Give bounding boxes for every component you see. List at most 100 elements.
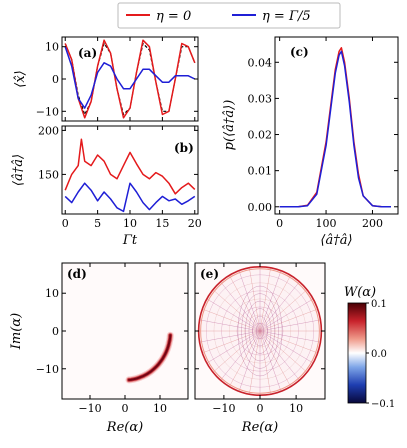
x-tick-label-d: 0 bbox=[122, 402, 129, 415]
panel-label-d: (d) bbox=[67, 267, 87, 281]
ring-spoke-32 bbox=[259, 330, 308, 373]
ring-spoke-25 bbox=[238, 330, 261, 392]
ring-spoke-17 bbox=[199, 319, 261, 332]
x-axis-label-e: Re(α) bbox=[241, 420, 278, 435]
ring-spoke-31 bbox=[259, 330, 300, 381]
ring-fringe-5 bbox=[241, 293, 279, 369]
panel-c: 0 100 200 0.00 0.01 0.02 0.03 0.04 (c) p(⟨â†â⟩) ⟨â… bbox=[222, 36, 399, 248]
x-tick-label-b: 20 bbox=[188, 217, 202, 230]
crescent-band-3 bbox=[128, 334, 172, 381]
ring-fringe-3 bbox=[248, 308, 272, 354]
colorbar-tick-label: 0.1 bbox=[371, 299, 387, 310]
ring-spoke-14 bbox=[212, 289, 261, 332]
ring-spoke-3 bbox=[259, 298, 314, 332]
ring-spoke-8 bbox=[259, 267, 271, 332]
axes-frame-c bbox=[274, 36, 399, 215]
legend-label-eta0: η = 0 bbox=[156, 9, 191, 24]
y-tick-label-a: −10 bbox=[36, 105, 59, 118]
y-tick-label-d: 0 bbox=[52, 325, 59, 338]
heatmap-background-d bbox=[62, 263, 188, 399]
ring-spoke-33 bbox=[259, 330, 314, 364]
ring-spoke-26 bbox=[249, 330, 261, 395]
ring-spoke-10 bbox=[249, 267, 261, 332]
panel-e: −10 0 10 (e) Re(α) bbox=[194, 262, 326, 435]
ring-spoke-15 bbox=[206, 298, 261, 332]
y-tick-label-a: 0 bbox=[52, 73, 59, 86]
x-tick-label-c: 0 bbox=[276, 217, 283, 230]
x-tick-label-c: 200 bbox=[362, 217, 383, 230]
series-line-a-red bbox=[64, 39, 196, 119]
series-line-b-blue bbox=[64, 182, 196, 213]
heatmap-content-d bbox=[125, 331, 174, 384]
panel-a: −10 0 10 (a) ⟨x̂⟩ bbox=[13, 36, 199, 122]
y-axis-label-a: ⟨x̂⟩ bbox=[13, 70, 28, 87]
colorbar-gradient bbox=[347, 302, 367, 404]
y-tick-label-d: 10 bbox=[45, 287, 59, 300]
ring-spoke-13 bbox=[220, 281, 261, 332]
ring-fringe-2 bbox=[252, 315, 268, 347]
x-tick-label-d: −10 bbox=[78, 402, 101, 415]
ring-fringe-6 bbox=[237, 285, 283, 377]
colorbar-label: W(α) bbox=[344, 285, 376, 300]
ring-spoke-11 bbox=[238, 270, 261, 332]
legend-label-eta-gamma: η = Γ/5 bbox=[262, 9, 311, 24]
x-axis-label-c: ⟨â†â⟩ bbox=[320, 233, 352, 248]
series-line-b-red bbox=[64, 138, 196, 195]
panel-label-a: (a) bbox=[78, 46, 97, 60]
colorbar: W(α)0.1 0.0 −0.1 bbox=[344, 285, 395, 410]
colorbar-tick-label: 0.0 bbox=[371, 349, 387, 360]
y-tick-label-c: 0.01 bbox=[248, 165, 273, 178]
ring-spoke-4 bbox=[259, 289, 308, 332]
ring-spoke-29 bbox=[259, 330, 282, 392]
y-tick-label-c: 0.00 bbox=[248, 201, 273, 214]
x-tick-label-b: 0 bbox=[62, 217, 69, 230]
ring-spoke-21 bbox=[206, 330, 261, 364]
y-tick-label-d: −10 bbox=[36, 363, 59, 376]
x-tick-label-d: 10 bbox=[153, 402, 167, 415]
legend: η = 0 η = Γ/5 bbox=[117, 2, 341, 29]
ring-spoke-35 bbox=[259, 330, 321, 343]
legend-box bbox=[117, 2, 341, 29]
ring-spoke-12 bbox=[229, 275, 261, 332]
x-tick-label-c: 100 bbox=[316, 217, 337, 230]
y-axis-label-c: p(⟨â†â⟩) bbox=[222, 100, 237, 151]
y-tick-label-b: 200 bbox=[38, 124, 59, 137]
x-tick-label-e: 10 bbox=[289, 402, 303, 415]
y-tick-label-c: 0.02 bbox=[248, 129, 273, 142]
series-line-c-blue bbox=[279, 50, 391, 208]
ring-spoke-28 bbox=[259, 330, 271, 395]
ring-spoke-1 bbox=[259, 319, 321, 332]
ring-spoke-30 bbox=[259, 330, 291, 387]
ring-fringe-4 bbox=[245, 300, 275, 362]
panel-d: −10 0 10 −10 0 10 (d) Re(α) Im(α) bbox=[9, 262, 189, 435]
heatmap-content-e bbox=[197, 265, 323, 397]
ring-fringe-1 bbox=[256, 323, 264, 339]
x-tick-label-b: 15 bbox=[155, 217, 169, 230]
ring-spoke-6 bbox=[259, 275, 291, 332]
y-axis-label-b: ⟨â†â⟩ bbox=[11, 154, 26, 186]
panel-b: 0 5 10 15 20 150 200 (b) ⟨â†â⟩ Γt bbox=[11, 124, 202, 248]
ring-spoke-19 bbox=[199, 330, 261, 343]
ring-spoke-22 bbox=[212, 330, 261, 373]
ring-spoke-24 bbox=[229, 330, 261, 387]
ring-spoke-2 bbox=[259, 308, 318, 332]
x-tick-label-e: −10 bbox=[212, 402, 235, 415]
y-tick-label-b: 150 bbox=[38, 168, 59, 181]
y-tick-label-c: 0.04 bbox=[248, 56, 273, 69]
x-axis-label-b: Γt bbox=[122, 233, 138, 248]
series-line-a-blue bbox=[64, 46, 196, 109]
x-tick-label-b: 5 bbox=[94, 217, 101, 230]
x-axis-label-d: Re(α) bbox=[106, 420, 143, 435]
y-axis-label-d: Im(α) bbox=[9, 313, 24, 350]
panel-label-c: (c) bbox=[290, 45, 309, 59]
ring-spoke-16 bbox=[202, 308, 261, 332]
ring-edge-inner bbox=[200, 268, 320, 394]
ring-spoke-23 bbox=[220, 330, 261, 381]
panel-label-e: (e) bbox=[200, 267, 219, 281]
y-tick-label-a: 10 bbox=[45, 41, 59, 54]
ring-spoke-34 bbox=[259, 330, 318, 354]
ring-spoke-7 bbox=[259, 270, 282, 332]
panel-label-b: (b) bbox=[174, 141, 194, 155]
x-tick-label-e: 0 bbox=[257, 402, 264, 415]
